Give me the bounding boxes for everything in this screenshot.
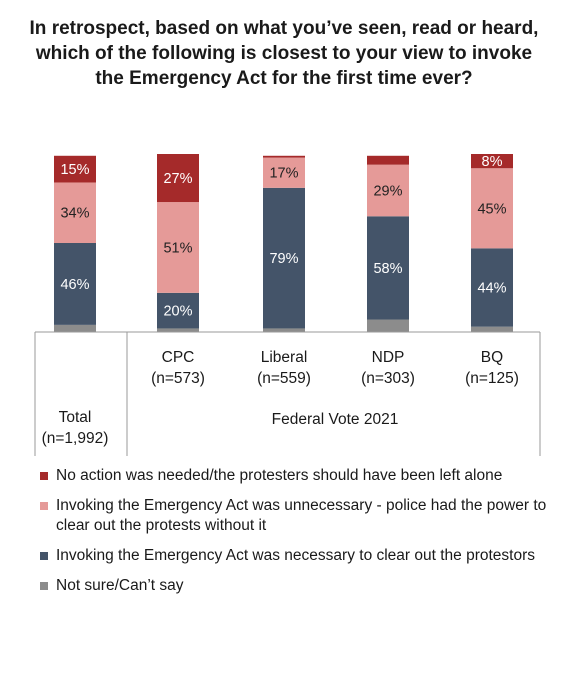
data-label: 29% — [373, 183, 402, 199]
legend-swatch — [40, 582, 48, 590]
group-label: Federal Vote 2021 — [272, 411, 399, 428]
legend-swatch — [40, 552, 48, 560]
bars-layer: 46% 34% 15% 20% 51% 27% 79% 17% 58% 29% 44% 45% 8% — [54, 154, 513, 332]
legend-label: No action was needed/the protesters shou… — [56, 467, 503, 484]
category-label: Liberal — [261, 349, 308, 366]
category-label: CPC — [162, 349, 195, 366]
bar-segment-unnecessary — [54, 182, 96, 243]
bar-segment-no_action — [471, 154, 513, 169]
axis-layer: Total (n=1,992) CPC (n=573) Liberal (n=559) ND… — [34, 331, 541, 456]
bar-segment-not_sure — [263, 328, 305, 332]
data-label: 46% — [60, 277, 89, 293]
legend-item-necessary: Invoking the Emergency Act was necessary… — [30, 546, 550, 566]
bar-segment-not_sure — [367, 319, 409, 332]
legend-item-unnecessary: Invoking the Emergency Act was unnecessa… — [30, 496, 550, 536]
bar-segment-unnecessary — [157, 202, 199, 293]
data-label: 44% — [477, 281, 506, 297]
data-label: 45% — [477, 201, 506, 217]
data-label: 17% — [269, 166, 298, 182]
data-label: 34% — [60, 206, 89, 222]
bar-segment-necessary — [157, 292, 199, 329]
bar-segment-no_action — [157, 154, 199, 203]
bar-segment-necessary — [367, 216, 409, 320]
bar-segment-no_action — [367, 155, 409, 165]
chart-title: In retrospect, based on what you’ve seen… — [29, 18, 539, 89]
legend-item-not_sure: Not sure/Can’t say — [30, 576, 550, 596]
bar-segment-not_sure — [54, 324, 96, 332]
bar-segment-necessary — [263, 187, 305, 329]
category-label: BQ — [481, 349, 503, 366]
data-label: 8% — [482, 154, 503, 170]
data-label: 20% — [163, 304, 192, 320]
data-label: 79% — [269, 251, 298, 267]
category-sample-size: (n=125) — [465, 370, 519, 387]
category-sample-size: (n=559) — [257, 370, 311, 387]
bar-segment-necessary — [54, 243, 96, 325]
stacked-bar-chart: 46% 34% 15% 20% 51% 27% 79% 17% 58% 29% 44% 45% 8% T… — [34, 154, 541, 456]
legend: No action was needed/the protesters shou… — [30, 466, 550, 606]
category-label: Total — [59, 409, 92, 426]
bar-segment-unnecessary — [367, 164, 409, 217]
bar-segment-necessary — [471, 248, 513, 327]
bar-segment-unnecessary — [263, 157, 305, 188]
bar-segment-no_action — [263, 155, 305, 158]
category-label: NDP — [372, 349, 405, 366]
data-label: 58% — [373, 261, 402, 277]
legend-label: Invoking the Emergency Act was necessary… — [56, 547, 536, 564]
bar-segment-not_sure — [157, 328, 199, 332]
legend-swatch — [40, 472, 48, 480]
bar-segment-unnecessary — [471, 168, 513, 249]
legend-label: Invoking the Emergency Act was unnecessa… — [56, 497, 547, 534]
legend-item-no_action: No action was needed/the protesters shou… — [30, 466, 550, 486]
category-sample-size: (n=303) — [361, 370, 415, 387]
legend-label: Not sure/Can’t say — [56, 577, 184, 594]
data-label: 15% — [60, 162, 89, 178]
category-sample-size: (n=1,992) — [42, 430, 109, 447]
legend-swatch — [40, 502, 48, 510]
bar-segment-not_sure — [471, 326, 513, 332]
bar-segment-no_action — [54, 155, 96, 183]
data-label: 27% — [163, 171, 192, 187]
category-sample-size: (n=573) — [151, 370, 205, 387]
data-label: 51% — [163, 240, 192, 256]
